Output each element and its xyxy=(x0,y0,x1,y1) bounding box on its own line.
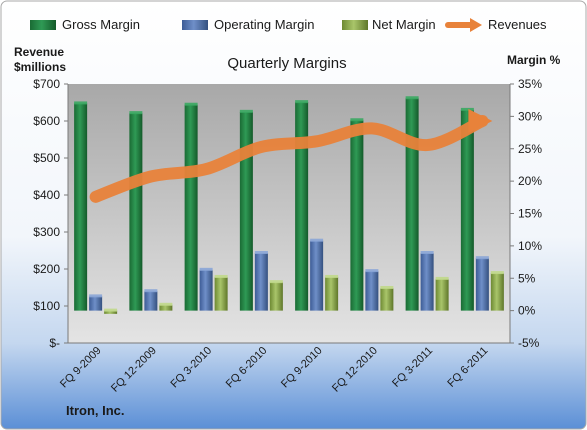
right-axis-ticks: -5% 0% 5% 10% 15% 20% 25% 30% 35% xyxy=(510,77,542,350)
gross-margin-bar-cap xyxy=(184,102,198,106)
gross-margin-bar-cap xyxy=(239,109,253,113)
chart-title: Quarterly Margins xyxy=(227,55,346,72)
bars xyxy=(74,96,504,314)
left-tick-label: $700 xyxy=(33,77,60,91)
gross-margin-bar-cap xyxy=(295,100,309,104)
gross-margin-bar xyxy=(460,109,474,311)
net-margin-bar xyxy=(159,304,173,311)
net-margin-bar xyxy=(325,276,339,311)
legend-label-operating-margin: Operating Margin xyxy=(214,17,314,32)
legend-swatch-operating-margin xyxy=(182,20,208,30)
right-tick-label: 15% xyxy=(518,207,542,221)
right-tick-label: 10% xyxy=(518,239,542,253)
operating-margin-bar xyxy=(144,291,158,311)
gross-margin-bar xyxy=(74,103,88,311)
net-margin-bar-cap xyxy=(435,276,449,280)
gross-margin-bar xyxy=(405,98,419,311)
legend: Gross Margin Operating Margin Net Margin… xyxy=(30,17,547,32)
left-tick-label: $100 xyxy=(33,299,60,313)
legend-item-revenues: Revenues xyxy=(445,17,547,32)
operating-margin-bar xyxy=(475,258,489,311)
legend-item-operating-margin: Operating Margin xyxy=(182,17,314,32)
gross-margin-bar xyxy=(295,102,309,311)
left-tick-label: $500 xyxy=(33,151,60,165)
net-margin-bar xyxy=(490,273,504,311)
net-margin-bar xyxy=(214,276,228,311)
revenues-arrowhead xyxy=(468,109,493,133)
right-tick-label: 5% xyxy=(518,271,536,285)
legend-label-net-margin: Net Margin xyxy=(372,17,436,32)
revenue-series xyxy=(89,109,493,203)
operating-margin-bar-cap xyxy=(89,294,103,298)
right-tick-label: 20% xyxy=(518,174,542,188)
right-tick-label: 25% xyxy=(518,142,542,156)
gross-margin-bar-cap xyxy=(350,118,364,122)
net-margin-bar xyxy=(435,278,449,311)
legend-label-gross-margin: Gross Margin xyxy=(62,17,140,32)
right-tick-label: 35% xyxy=(518,77,542,91)
operating-margin-bar-cap xyxy=(310,238,324,242)
operating-margin-bar-cap xyxy=(199,267,213,271)
net-margin-bar-cap xyxy=(325,274,339,278)
left-tick-label: $600 xyxy=(33,114,60,128)
right-tick-label: 0% xyxy=(518,304,536,318)
left-tick-label: $400 xyxy=(33,188,60,202)
gross-margin-bar-cap xyxy=(129,111,143,115)
right-tick-label: -5% xyxy=(518,336,540,350)
operating-margin-bar xyxy=(310,240,324,311)
operating-margin-bar xyxy=(420,252,434,311)
net-margin-bar-cap xyxy=(490,271,504,275)
left-tick-label: $- xyxy=(49,336,60,350)
operating-margin-bar xyxy=(89,296,103,311)
operating-margin-bar-cap xyxy=(254,250,268,254)
company-name: Itron, Inc. xyxy=(66,403,125,418)
legend-item-gross-margin: Gross Margin xyxy=(30,17,140,32)
gross-margin-bar xyxy=(239,111,253,311)
operating-margin-bar xyxy=(254,252,268,311)
operating-margin-bar xyxy=(365,271,379,311)
left-axis-title-line2: $millions xyxy=(14,60,66,74)
gross-margin-bar-cap xyxy=(460,107,474,111)
revenues-line xyxy=(89,115,489,203)
left-axis-title-line1: Revenue xyxy=(14,45,64,59)
operating-margin-bar-cap xyxy=(420,250,434,254)
net-margin-bar xyxy=(269,282,283,311)
left-axis-ticks: $- $100 $200 $300 $400 $500 $600 $700 xyxy=(33,77,68,350)
net-margin-bar-cap xyxy=(380,285,394,289)
right-tick-label: 30% xyxy=(518,109,542,123)
net-margin-bar xyxy=(380,287,394,311)
gross-margin-bar-cap xyxy=(74,101,88,105)
legend-swatch-net-margin xyxy=(342,20,368,30)
operating-margin-bar xyxy=(199,269,213,311)
operating-margin-bar-cap xyxy=(475,256,489,260)
operating-margin-bar-cap xyxy=(365,269,379,273)
legend-swatch-gross-margin xyxy=(30,20,56,30)
right-axis-title: Margin % xyxy=(507,53,561,67)
net-margin-bar-cap xyxy=(269,280,283,284)
left-tick-label: $200 xyxy=(33,262,60,276)
left-tick-label: $300 xyxy=(33,225,60,239)
net-margin-bar-cap xyxy=(159,302,173,306)
operating-margin-bar-cap xyxy=(144,289,158,293)
legend-label-revenues: Revenues xyxy=(488,17,547,32)
net-margin-bar-cap xyxy=(104,308,118,312)
legend-item-net-margin: Net Margin xyxy=(342,17,436,32)
net-margin-bar-cap xyxy=(214,274,228,278)
gross-margin-bar xyxy=(129,113,143,311)
gross-margin-bar-cap xyxy=(405,96,419,100)
legend-arrow-icon xyxy=(470,18,482,32)
gross-margin-bar xyxy=(184,104,198,311)
gross-margin-bar xyxy=(350,120,364,311)
net-margin-bar xyxy=(104,310,118,314)
